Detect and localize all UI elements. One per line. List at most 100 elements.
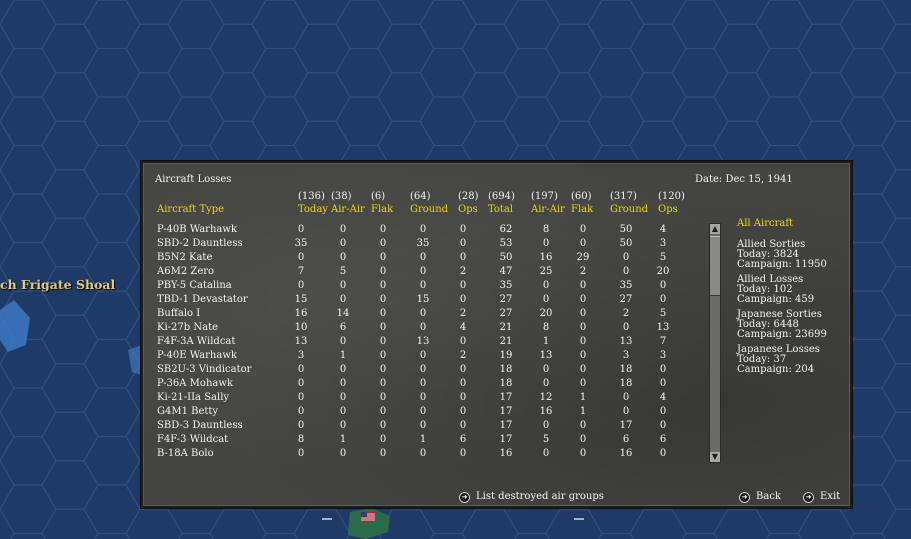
arrow-right-icon: ➜	[803, 491, 814, 503]
list-destroyed-air-groups-button[interactable]: ➜ List destroyed air groups	[459, 490, 604, 504]
loss-value-cell: 18	[499, 378, 513, 389]
loss-value-cell: 0	[419, 224, 427, 235]
column-header[interactable]: Today	[298, 204, 328, 215]
loss-value-cell: 16	[499, 448, 513, 459]
loss-value-cell: 0	[339, 238, 347, 249]
loss-value-cell: 0	[379, 280, 387, 291]
loss-value-cell: 0	[542, 280, 550, 291]
loss-value-cell: 13	[416, 336, 430, 347]
loss-value-cell: 0	[379, 406, 387, 417]
loss-value-cell: 5	[659, 308, 667, 319]
loss-value-cell: 0	[579, 224, 587, 235]
loss-value-cell: 2	[459, 266, 467, 277]
table-row[interactable]: P-40E Warhawk 3 1 0 0 2 19 13 0 3 3	[143, 350, 703, 364]
scroll-thumb[interactable]	[710, 236, 720, 296]
table-row[interactable]: PBY-5 Catalina 0 0 0 0 0 35 0 0 35 0	[143, 280, 703, 294]
loss-value-cell: 20	[539, 308, 553, 319]
loss-value-cell: 5	[542, 434, 550, 445]
table-row[interactable]: SBD-3 Dauntless 0 0 0 0 0 17 0 0 17 0	[143, 420, 703, 434]
loss-value-cell: 0	[579, 280, 587, 291]
table-row[interactable]: Ki-27b Nate 10 6 0 0 4 21 8 0 0 13	[143, 322, 703, 336]
table-row[interactable]: B5N2 Kate 0 0 0 0 0 50 16 29 0 5	[143, 252, 703, 266]
aircraft-type-cell: SB2U-3 Vindicator	[157, 364, 252, 375]
loss-value-cell: 6	[622, 434, 630, 445]
us-flag-icon	[361, 512, 375, 522]
column-total: (28)	[458, 191, 479, 202]
table-row[interactable]: SBD-2 Dauntless 35 0 0 35 0 53 0 0 50 3	[143, 238, 703, 252]
table-row[interactable]: F4F-3 Wildcat 8 1 0 1 6 17 5 0 6 6	[143, 434, 703, 448]
loss-value-cell: 25	[539, 266, 553, 277]
loss-value-cell: 0	[579, 448, 587, 459]
aircraft-type-header[interactable]: Aircraft Type	[157, 204, 225, 215]
loss-value-cell: 0	[379, 308, 387, 319]
table-row[interactable]: Ki-21-IIa Sally 0 0 0 0 0 17 12 1 0 4	[143, 392, 703, 406]
loss-value-cell: 27	[499, 294, 513, 305]
scroll-down-arrow-icon[interactable]: ▼	[710, 452, 720, 462]
aircraft-type-cell: G4M1 Betty	[157, 406, 219, 417]
column-header[interactable]: Ops	[458, 204, 478, 215]
column-header[interactable]: Flak	[371, 204, 394, 215]
loss-value-cell: 1	[579, 406, 587, 417]
loss-value-cell: 8	[297, 434, 305, 445]
loss-value-cell: 6	[659, 434, 667, 445]
loss-value-cell: 2	[579, 266, 587, 277]
loss-value-cell: 0	[542, 294, 550, 305]
shoal-area-east	[128, 345, 142, 375]
japanese-sorties-campaign: Campaign: 23699	[737, 329, 827, 340]
aircraft-type-cell: A6M2 Zero	[157, 266, 215, 277]
column-header[interactable]: Air-Air	[331, 204, 365, 215]
loss-value-cell: 12	[539, 392, 553, 403]
column-header[interactable]: Air-Air	[531, 204, 565, 215]
loss-value-cell: 50	[619, 238, 633, 249]
loss-value-cell: 0	[339, 336, 347, 347]
loss-value-cell: 7	[297, 266, 305, 277]
loss-value-cell: 0	[419, 252, 427, 263]
column-header[interactable]: Ground	[410, 204, 449, 215]
aircraft-filter-link[interactable]: All Aircraft	[737, 218, 794, 229]
table-row[interactable]: P-40B Warhawk 0 0 0 0 0 62 8 0 50 4	[143, 224, 703, 238]
loss-value-cell: 0	[339, 420, 347, 431]
table-row[interactable]: SB2U-3 Vindicator 0 0 0 0 0 18 0 0 18 0	[143, 364, 703, 378]
allied-sorties-campaign: Campaign: 11950	[737, 259, 827, 270]
exit-label: Exit	[820, 491, 841, 502]
table-scrollbar[interactable]: ▲ ▼	[709, 223, 721, 463]
column-header[interactable]: Flak	[571, 204, 594, 215]
table-row[interactable]: Buffalo I 16 14 0 0 2 27 20 0 2 5	[143, 308, 703, 322]
loss-value-cell: 0	[542, 238, 550, 249]
loss-value-cell: 0	[459, 238, 467, 249]
table-row[interactable]: F4F-3A Wildcat 13 0 0 13 0 21 1 0 13 7	[143, 336, 703, 350]
aircraft-type-cell: P-36A Mohawk	[157, 378, 233, 389]
table-row[interactable]: TBD-1 Devastator 15 0 0 15 0 27 0 0 27 0	[143, 294, 703, 308]
loss-value-cell: 15	[416, 294, 430, 305]
loss-value-cell: 3	[659, 238, 667, 249]
loss-value-cell: 0	[297, 364, 305, 375]
loss-value-cell: 0	[339, 392, 347, 403]
loss-value-cell: 50	[619, 224, 633, 235]
loss-value-cell: 4	[459, 322, 467, 333]
loss-value-cell: 0	[419, 364, 427, 375]
loss-value-cell: 0	[459, 392, 467, 403]
exit-button[interactable]: ➜ Exit	[803, 490, 840, 504]
loss-value-cell: 0	[419, 308, 427, 319]
table-row[interactable]: P-36A Mohawk 0 0 0 0 0 18 0 0 18 0	[143, 378, 703, 392]
aircraft-type-cell: Ki-21-IIa Sally	[157, 392, 230, 403]
scroll-up-arrow-icon[interactable]: ▲	[710, 224, 720, 234]
table-row[interactable]: A6M2 Zero 7 5 0 0 2 47 25 2 0 20	[143, 266, 703, 280]
loss-value-cell: 16	[539, 252, 553, 263]
loss-value-cell: 0	[459, 448, 467, 459]
loss-value-cell: 0	[622, 392, 630, 403]
column-header[interactable]: Ground	[610, 204, 649, 215]
aircraft-type-cell: F4F-3 Wildcat	[157, 434, 229, 445]
column-header[interactable]: Ops	[658, 204, 678, 215]
losses-table: P-40B Warhawk 0 0 0 0 0 62 8 0 50 4 SBD-2 Dauntless…	[143, 224, 703, 464]
table-row[interactable]: B-18A Bolo 0 0 0 0 0 16 0 0 16 0	[143, 448, 703, 462]
loss-value-cell: 0	[459, 378, 467, 389]
allied-losses-title: Allied Losses	[737, 274, 804, 285]
column-header[interactable]: Total	[488, 204, 514, 215]
loss-value-cell: 0	[459, 364, 467, 375]
loss-value-cell: 0	[459, 406, 467, 417]
loss-value-cell: 0	[339, 364, 347, 375]
report-date: Date: Dec 15, 1941	[695, 174, 793, 185]
back-button[interactable]: ➜ Back	[739, 490, 781, 504]
table-row[interactable]: G4M1 Betty 0 0 0 0 0 17 16 1 0 0	[143, 406, 703, 420]
